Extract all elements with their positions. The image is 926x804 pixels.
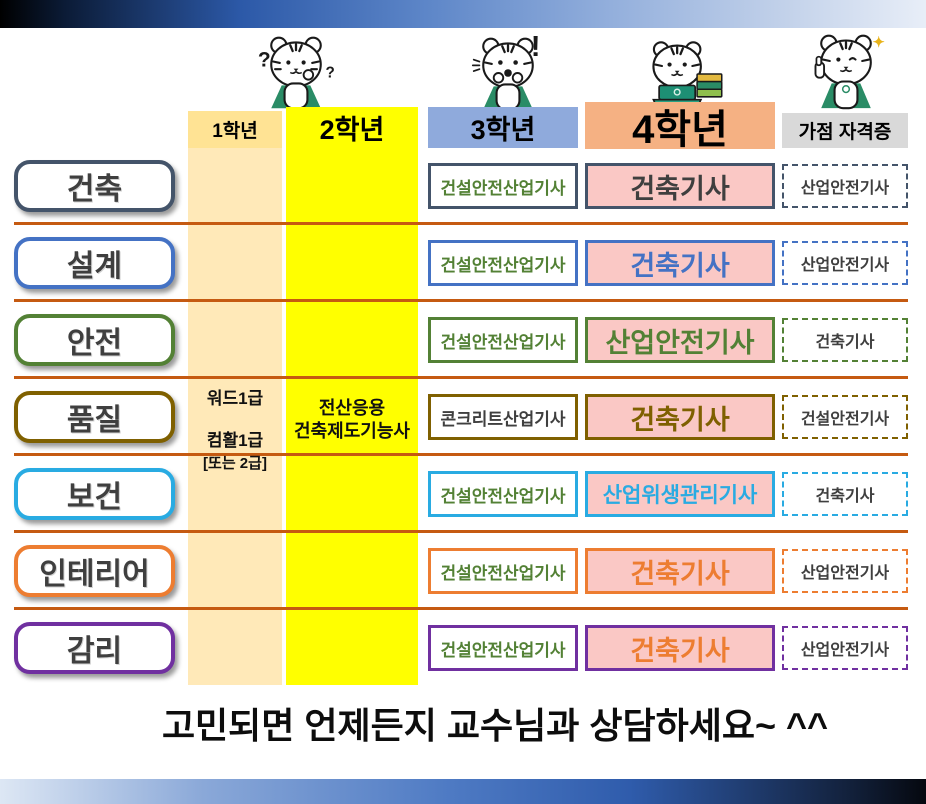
grade1-column-band	[188, 148, 282, 685]
bottom-gradient-bar	[0, 779, 926, 804]
track-label-button[interactable]: 안전	[14, 314, 175, 366]
track-label-button[interactable]: 설계	[14, 237, 175, 289]
exclamation-mark-glyph: !	[531, 33, 541, 63]
grade3-cert-box: 건설안전산업기사	[428, 163, 578, 209]
column-header-grade3: 3학년	[428, 107, 578, 148]
track-row-safety: 안전 건설안전산업기사 산업안전기사 건축기사	[14, 302, 908, 379]
top-gradient-bar	[0, 0, 926, 28]
grade3-cert-box: 건설안전산업기사	[428, 317, 578, 363]
grade1-cert-line: [또는 2급]	[203, 455, 267, 472]
grade2-cert-line: 전산응용	[318, 398, 386, 418]
track-label-button[interactable]: 인테리어	[14, 545, 175, 597]
grade2-column-band	[286, 148, 418, 685]
grade4-cert-box: 건축기사	[585, 163, 775, 209]
grade1-certificates-note: 워드1급 컴활1급 [또는 2급]	[188, 384, 282, 473]
column-header-grade4: 4학년	[585, 102, 775, 152]
track-label-button[interactable]: 감리	[14, 622, 175, 674]
column-header-grade1: 1학년	[188, 111, 282, 148]
bonus-cert-box: 산업안전기사	[782, 164, 908, 208]
sparkle-glyph: ✦	[873, 35, 885, 51]
bonus-cert-box: 건축기사	[782, 472, 908, 516]
grade4-cert-box: 건축기사	[585, 240, 775, 286]
question-mark-glyph: ?	[258, 48, 271, 71]
grade2-certificate-note: 전산응용 건축제도기능사	[286, 397, 418, 443]
roadmap-table: 워드1급 컴활1급 [또는 2급] 전산응용 건축제도기능사 건축 건설안전산업…	[14, 148, 908, 685]
grade2-cert-line: 건축제도기능사	[294, 421, 410, 441]
bonus-cert-box: 산업안전기사	[782, 626, 908, 670]
grade3-cert-box: 건설안전산업기사	[428, 625, 578, 671]
footer-message: 고민되면 언제든지 교수님과 상담하세요~ ^^	[161, 705, 829, 746]
surprised-tiger-icon: !	[471, 33, 541, 111]
grade3-cert-box: 건설안전산업기사	[428, 548, 578, 594]
column-header-bonus-certs: 가점 자격증	[782, 113, 908, 148]
track-row-health: 보건 건설안전산업기사 산업위생관리기사 건축기사	[14, 456, 908, 533]
bonus-cert-box: 산업안전기사	[782, 549, 908, 593]
bonus-cert-box: 건축기사	[782, 318, 908, 362]
grade4-cert-box: 산업안전기사	[585, 317, 775, 363]
thinking-tiger-icon: ? ?	[258, 36, 335, 110]
track-row-supervision: 감리 건설안전산업기사 건축기사 산업안전기사	[14, 610, 908, 685]
track-label-button[interactable]: 품질	[14, 391, 175, 443]
grade3-cert-box: 건설안전산업기사	[428, 240, 578, 286]
track-label-button[interactable]: 보건	[14, 468, 175, 520]
grade1-cert-line: 워드1급	[206, 389, 264, 408]
track-row-interior: 인테리어 건설안전산업기사 건축기사 산업안전기사	[14, 533, 908, 610]
track-row-architecture: 건축 건설안전산업기사 건축기사 산업안전기사	[14, 148, 908, 225]
grade4-cert-box: 산업위생관리기사	[585, 471, 775, 517]
grade1-cert-line: 컴활1급	[206, 431, 264, 450]
track-row-design: 설계 건설안전산업기사 건축기사 산업안전기사	[14, 225, 908, 302]
grade4-cert-box: 건축기사	[585, 548, 775, 594]
track-label-button[interactable]: 건축	[14, 160, 175, 212]
studying-tiger-icon	[652, 41, 723, 111]
bonus-cert-box: 건설안전기사	[782, 395, 908, 439]
grade3-cert-box: 건설안전산업기사	[428, 471, 578, 517]
column-header-grade2: 2학년	[286, 107, 418, 148]
bonus-cert-box: 산업안전기사	[782, 241, 908, 285]
grade3-cert-box: 콘크리트산업기사	[428, 394, 578, 440]
grade4-cert-box: 건축기사	[585, 394, 775, 440]
thumbs-up-tiger-icon: ✦	[814, 34, 885, 110]
question-mark-glyph: ?	[326, 65, 335, 82]
track-row-quality: 품질 콘크리트산업기사 건축기사 건설안전기사	[14, 379, 908, 456]
grade4-cert-box: 건축기사	[585, 625, 775, 671]
